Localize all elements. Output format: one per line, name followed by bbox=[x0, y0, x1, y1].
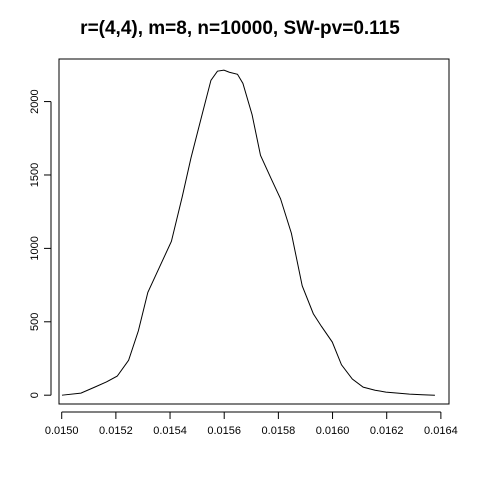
plot-frame bbox=[58, 58, 450, 405]
x-tick-label: 0.0160 bbox=[316, 425, 350, 437]
x-tick-label: 0.0162 bbox=[370, 425, 404, 437]
x-tick-label: 0.0164 bbox=[424, 425, 458, 437]
y-tick-label: 500 bbox=[29, 313, 41, 331]
x-tick-label: 0.0150 bbox=[45, 425, 79, 437]
chart-title: r=(4,4), m=8, n=10000, SW-pv=0.115 bbox=[80, 18, 400, 39]
y-tick-label: 0 bbox=[29, 392, 41, 398]
density-curve bbox=[61, 69, 435, 396]
x-tick-label: 0.0152 bbox=[99, 425, 133, 437]
x-tick-label: 0.0156 bbox=[207, 425, 241, 437]
y-tick-label: 1000 bbox=[29, 236, 41, 260]
y-axis: 0 500 1000 1500 2000 bbox=[29, 89, 52, 398]
y-tick-label: 2000 bbox=[29, 89, 41, 113]
x-tick-label: 0.0158 bbox=[262, 425, 296, 437]
x-tick-label: 0.0154 bbox=[153, 425, 187, 437]
y-tick-label: 1500 bbox=[29, 163, 41, 187]
x-axis: 0.0150 0.0152 0.0154 0.0156 0.0158 0.0160 0.01… bbox=[45, 411, 458, 437]
